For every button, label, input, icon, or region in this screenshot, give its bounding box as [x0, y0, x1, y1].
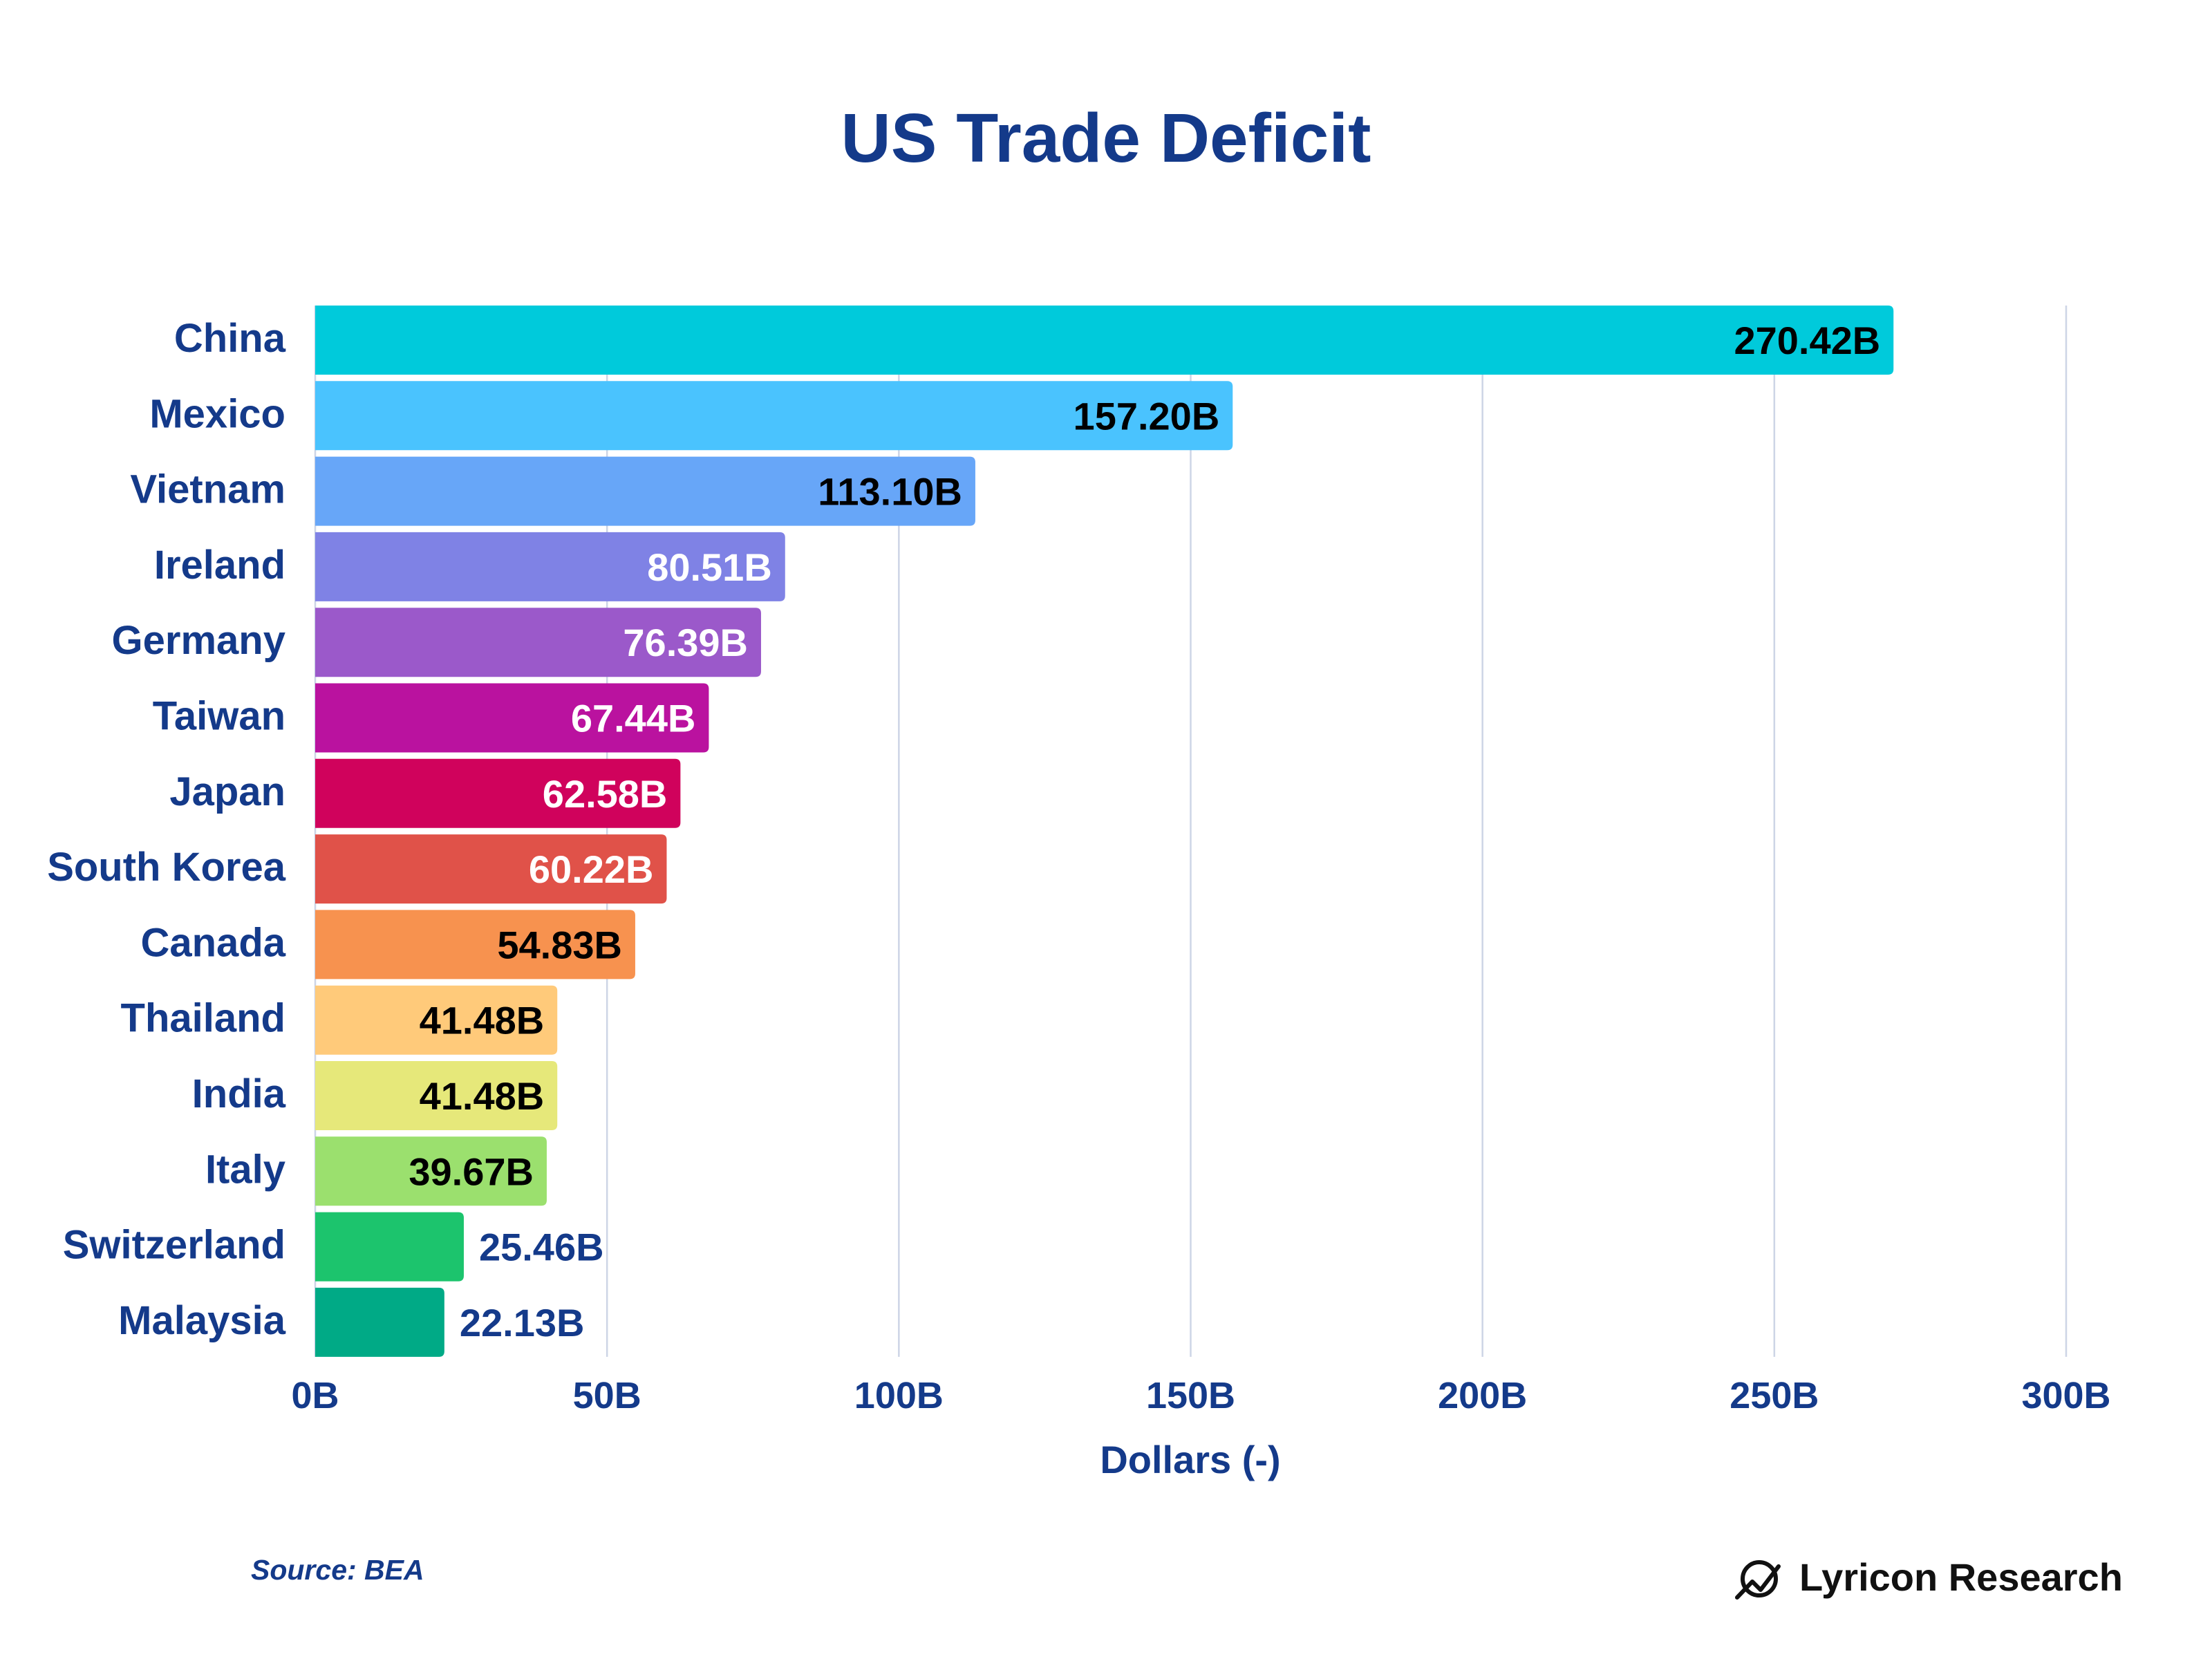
x-tick-label: 250B — [1730, 1375, 1819, 1416]
x-tick-label: 50B — [573, 1375, 641, 1416]
bar-china — [315, 306, 1894, 375]
data-label: 54.83B — [497, 923, 622, 966]
bar-canada — [315, 910, 635, 980]
category-label: India — [192, 1071, 286, 1116]
x-tick-label: 100B — [854, 1375, 944, 1416]
bar-mexico — [315, 381, 1233, 451]
data-label: 41.48B — [420, 999, 545, 1042]
category-label: Malaysia — [118, 1298, 286, 1343]
category-label: Mexico — [149, 391, 285, 436]
data-label: 22.13B — [460, 1301, 585, 1344]
x-axis-ticks: 0B 50B 100B 150B 200B 250B 300B — [291, 1375, 2110, 1416]
data-label: 76.39B — [623, 621, 748, 664]
data-label: 80.51B — [647, 545, 772, 589]
bar-japan — [315, 758, 681, 828]
x-tick-label: 0B — [291, 1375, 339, 1416]
bar-thailand — [315, 985, 558, 1055]
category-label: Ireland — [154, 543, 285, 588]
bar-south-korea — [315, 834, 667, 904]
category-label: Switzerland — [63, 1223, 285, 1268]
bar-vietnam — [315, 456, 975, 526]
category-label: Japan — [169, 769, 285, 814]
bar-ireland — [315, 532, 785, 601]
category-label: Thailand — [121, 996, 285, 1041]
bar-india — [315, 1061, 558, 1130]
category-label: Germany — [112, 618, 285, 663]
data-label: 62.58B — [543, 772, 668, 816]
category-label: China — [174, 316, 286, 361]
category-label: Taiwan — [153, 694, 285, 739]
brand-name: Lyricon Research — [1799, 1555, 2123, 1599]
bar-taiwan — [315, 683, 709, 753]
bar-italy — [315, 1136, 547, 1206]
data-label: 157.20B — [1074, 394, 1220, 438]
data-label: 25.46B — [479, 1226, 604, 1269]
x-axis-title: Dollars (-) — [1100, 1438, 1280, 1481]
x-tick-label: 150B — [1146, 1375, 1235, 1416]
category-label: South Korea — [47, 845, 286, 890]
data-label: 113.10B — [818, 470, 962, 514]
data-label: 270.42B — [1734, 319, 1881, 362]
brand-logo: Lyricon Research — [1735, 1555, 2123, 1600]
category-label: Vietnam — [130, 467, 285, 512]
category-label: Canada — [140, 920, 285, 965]
bar-malaysia — [315, 1287, 444, 1357]
bars: 270.42B 157.20B 113.10B 80.51B 76.39B 67.44B 6… — [315, 306, 1894, 1357]
bar-germany — [315, 608, 761, 677]
data-label: 60.22B — [529, 847, 654, 891]
trend-chart-icon — [1735, 1560, 1781, 1600]
data-label: 39.67B — [409, 1150, 534, 1193]
chart-title: US Trade Deficit — [841, 100, 1371, 177]
source-note: Source: BEA — [251, 1554, 424, 1586]
x-tick-label: 300B — [2021, 1375, 2110, 1416]
data-label: 41.48B — [420, 1074, 545, 1118]
x-tick-label: 200B — [1438, 1375, 1527, 1416]
category-label: Italy — [205, 1147, 285, 1192]
data-label: 67.44B — [571, 697, 696, 740]
bar-switzerland — [315, 1212, 464, 1282]
category-labels: China Mexico Vietnam Ireland Germany Taiwan Ja… — [47, 316, 286, 1343]
